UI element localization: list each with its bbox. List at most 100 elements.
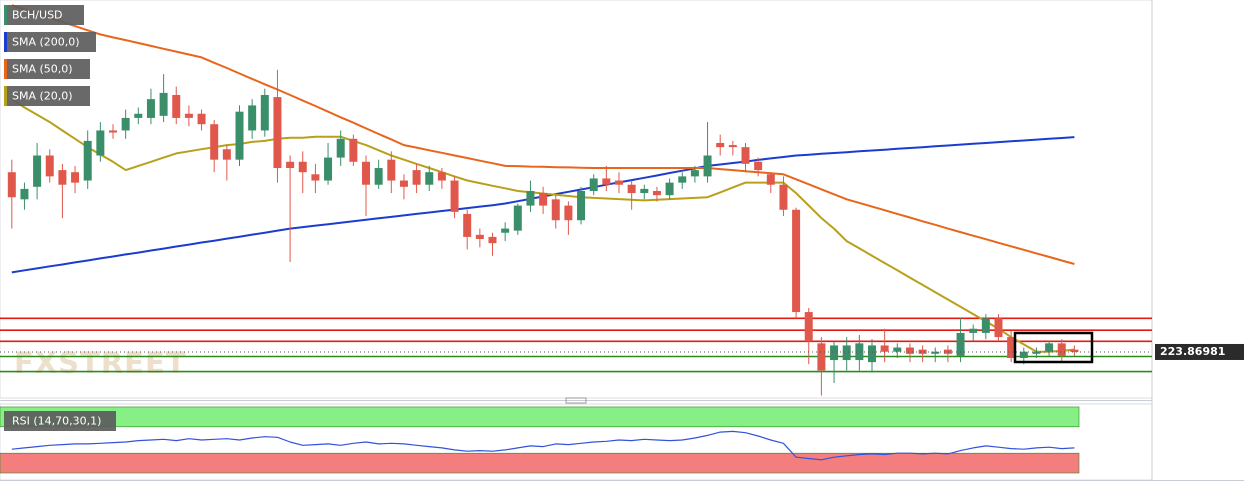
candle-body — [931, 351, 940, 354]
candle-body — [589, 178, 598, 191]
legend-box — [4, 5, 84, 25]
candle-body — [551, 199, 560, 221]
candle-body — [83, 140, 92, 181]
candle-body — [602, 178, 611, 185]
candle-body — [766, 174, 775, 185]
legend-label: RSI (14,70,30,1) — [12, 415, 101, 428]
last-price-label: 223.86981 — [1160, 345, 1225, 358]
sma-line — [11, 4, 1075, 265]
legend-label: SMA (20,0) — [12, 90, 73, 103]
pane-handle[interactable] — [565, 397, 587, 404]
candle-body — [324, 157, 333, 181]
candle-body — [918, 349, 927, 354]
legend-swatch — [4, 5, 7, 25]
candle-body — [678, 176, 687, 183]
rsi-band — [0, 452, 1080, 474]
candle-body — [109, 130, 117, 133]
candle-body — [627, 184, 636, 194]
candle-body — [564, 205, 573, 221]
marks — [0, 4, 1152, 461]
candle-body — [969, 328, 978, 333]
candle-body — [943, 349, 952, 354]
candle-body — [981, 318, 990, 333]
rsi-line — [11, 430, 1075, 461]
candle-body — [210, 124, 219, 160]
candle-body — [298, 161, 307, 173]
candle-body — [703, 155, 712, 177]
candle-body — [387, 159, 396, 181]
candle-body — [58, 170, 67, 185]
candle-body — [779, 184, 788, 210]
labels: 223.86981 BCH/USD SMA (200,0) SMA (50,0) SMA… — [4, 5, 1244, 431]
candle-body — [311, 174, 320, 181]
legend-box — [4, 32, 96, 52]
candle-body — [134, 113, 143, 118]
candle-body — [994, 318, 1003, 338]
candle-body — [1007, 337, 1016, 358]
candle-body — [450, 180, 459, 212]
candle-body — [1057, 343, 1066, 356]
candle-body — [336, 138, 345, 158]
candle-body — [412, 170, 421, 185]
candle-body — [45, 155, 54, 177]
candle-body — [804, 312, 813, 342]
candle-body — [172, 94, 181, 118]
candle-body — [690, 170, 699, 177]
candle-body — [362, 161, 370, 185]
candle-body — [222, 149, 231, 160]
candle-body — [652, 190, 661, 196]
candle-body — [121, 117, 130, 131]
candle-body — [741, 147, 750, 164]
candle-body — [248, 105, 257, 131]
main-pane — [0, 0, 1153, 399]
candle-body — [956, 332, 965, 356]
candle-body — [33, 155, 42, 187]
candle-body — [20, 188, 29, 200]
candle-body — [235, 111, 244, 160]
legend-swatch — [4, 59, 7, 79]
candle-body — [665, 182, 674, 196]
candle-body — [716, 142, 725, 148]
candle-body — [475, 234, 484, 239]
candle-body — [184, 113, 193, 118]
candle-body — [842, 345, 851, 361]
candle-body — [1045, 343, 1054, 352]
candle-body — [7, 172, 16, 198]
candle-body — [905, 347, 914, 354]
legend-label: SMA (200,0) — [12, 36, 80, 49]
candle-body — [577, 190, 586, 221]
candle-body — [71, 172, 80, 183]
candle-body — [374, 168, 383, 185]
candle-body — [96, 130, 105, 156]
candle-body — [868, 345, 876, 363]
candle-body — [526, 190, 535, 206]
candle-body — [615, 180, 623, 185]
legend-swatch — [4, 32, 7, 52]
candle-body — [728, 145, 737, 148]
candle-body — [855, 343, 864, 361]
candle-body — [286, 161, 295, 169]
candle-body — [159, 92, 168, 116]
legend-label: SMA (50,0) — [12, 63, 73, 76]
candle-body — [792, 209, 801, 313]
candle-body — [1032, 351, 1041, 354]
watermark: FXSTREET — [14, 346, 187, 380]
candle-body — [880, 345, 889, 352]
candle-body — [399, 180, 408, 187]
candle-body — [437, 172, 446, 181]
candle-body — [260, 94, 269, 131]
legend-label: BCH/USD — [12, 9, 63, 22]
legend-box — [4, 411, 116, 431]
candle-body — [1019, 351, 1028, 358]
candle-body — [501, 228, 510, 233]
candle-body — [1070, 349, 1079, 352]
highlight-box — [1013, 331, 1094, 364]
candle-body — [754, 161, 763, 171]
candle-body — [830, 345, 839, 361]
candle-body — [425, 172, 434, 185]
candle-body — [893, 347, 902, 352]
rsi-band — [0, 406, 1080, 428]
candle-body — [349, 138, 358, 162]
candle-body — [817, 343, 826, 371]
